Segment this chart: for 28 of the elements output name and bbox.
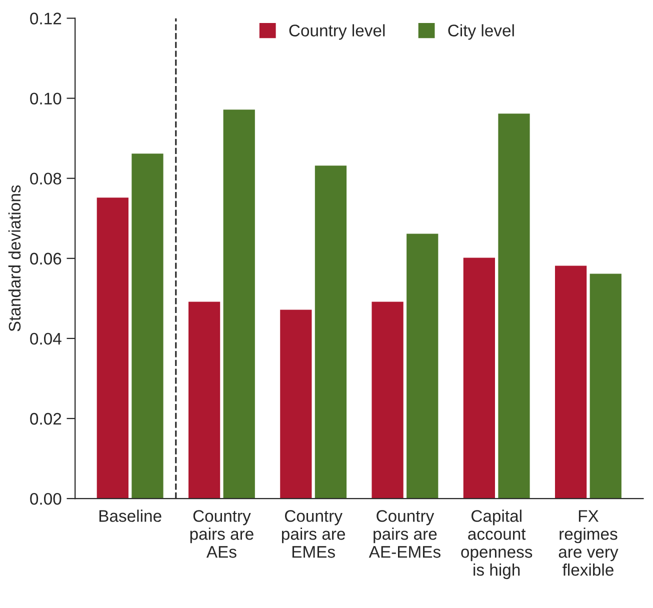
y-axis-title: Standard deviations bbox=[8, 185, 21, 332]
y-tick-label: 0.10 bbox=[30, 92, 62, 104]
bar bbox=[406, 234, 438, 499]
bar bbox=[188, 302, 220, 499]
x-tick-label: Country pairs are AEs bbox=[190, 510, 254, 558]
bar bbox=[132, 154, 164, 499]
bar bbox=[223, 110, 255, 499]
x-tick-label: Capital account openness is high bbox=[461, 510, 532, 580]
bar bbox=[590, 274, 622, 499]
legend-label: City level bbox=[448, 24, 514, 40]
bar bbox=[314, 166, 347, 499]
x-tick-label: Baseline bbox=[99, 510, 162, 522]
y-tick-label: 0.04 bbox=[30, 332, 62, 345]
y-tick-label: 0.06 bbox=[30, 252, 62, 265]
y-tick-label: 0.02 bbox=[30, 412, 62, 425]
bar bbox=[555, 266, 587, 499]
bar bbox=[280, 310, 312, 499]
y-tick-label: 0.12 bbox=[30, 12, 62, 24]
y-tick-label: 0.00 bbox=[30, 492, 62, 505]
bar bbox=[498, 114, 530, 499]
y-tick-label: 0.08 bbox=[30, 172, 62, 185]
legend-label: Country level bbox=[289, 24, 385, 40]
x-tick-label: Country pairs are EMEs bbox=[282, 510, 346, 558]
bar bbox=[96, 198, 128, 499]
x-tick-label: FX regimes are very flexible bbox=[558, 510, 618, 576]
x-tick-label: Country pairs are AE-EMEs bbox=[368, 510, 440, 558]
bar bbox=[372, 302, 404, 499]
bar bbox=[463, 258, 495, 499]
